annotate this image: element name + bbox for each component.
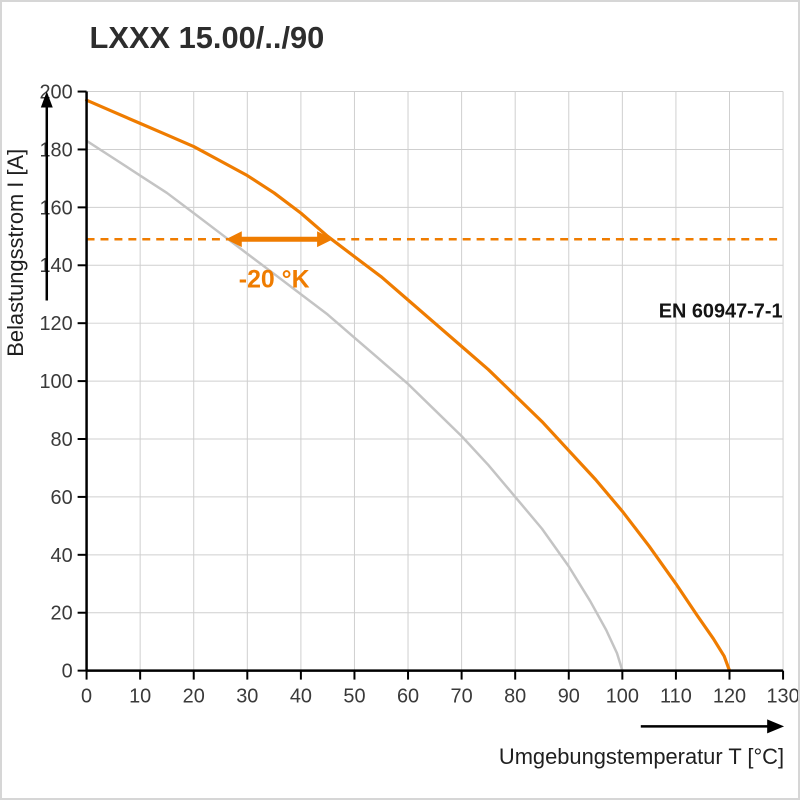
x-tick-label: 130 — [766, 685, 798, 707]
x-tick-label: 80 — [504, 685, 526, 707]
delta-arrow-left-head-icon — [225, 231, 242, 248]
y-tick-label: 140 — [39, 255, 72, 277]
x-tick-label: 20 — [183, 685, 205, 707]
x-tick-label: 110 — [660, 685, 692, 707]
y-tick-label: 160 — [39, 197, 72, 219]
y-tick-label: 0 — [62, 661, 73, 683]
page-title: LXXX 15.00/../90 — [90, 20, 325, 55]
x-tick-label: 120 — [713, 685, 746, 707]
x-tick-label: 40 — [290, 685, 312, 707]
x-tick-label: 90 — [558, 685, 580, 707]
x-tick-label: 60 — [397, 685, 419, 707]
x-axis-title: Umgebungstemperatur T [°C] — [499, 719, 785, 769]
y-axis-title: Belastungsstrom I [A] — [3, 91, 53, 357]
x-tick-label: 30 — [236, 685, 258, 707]
y-tick-label: 80 — [51, 429, 73, 451]
en-standard-label: EN 60947-7-1 — [659, 300, 783, 322]
reference-annotations — [86, 231, 784, 248]
y-tick-label: 180 — [39, 139, 72, 161]
derating-curve-orange — [84, 98, 732, 673]
grid-lines — [86, 91, 784, 672]
y-axis-label: Belastungsstrom I [A] — [3, 149, 28, 357]
x-tick-label: 70 — [451, 685, 473, 707]
x-tick-label: 10 — [129, 685, 151, 707]
x-tick-label: 100 — [606, 685, 639, 707]
x-axis-arrowhead-icon — [767, 719, 785, 734]
y-tick-label: 60 — [51, 487, 73, 509]
y-tick-label: 20 — [51, 603, 73, 625]
y-tick-label: 120 — [39, 313, 72, 335]
y-axis-arrowhead-icon — [40, 91, 53, 108]
y-tick-label: 40 — [51, 545, 73, 567]
x-tick-label: 0 — [81, 685, 92, 707]
delta-arrow-right-head-icon — [317, 231, 334, 248]
derating-curve-gray — [85, 139, 624, 672]
x-axis-label: Umgebungstemperatur T [°C] — [499, 744, 784, 769]
x-tick-label: 50 — [343, 685, 365, 707]
y-tick-label: 100 — [39, 371, 72, 393]
curves — [84, 98, 732, 673]
delta-arrow-label: -20 °K — [239, 266, 310, 294]
